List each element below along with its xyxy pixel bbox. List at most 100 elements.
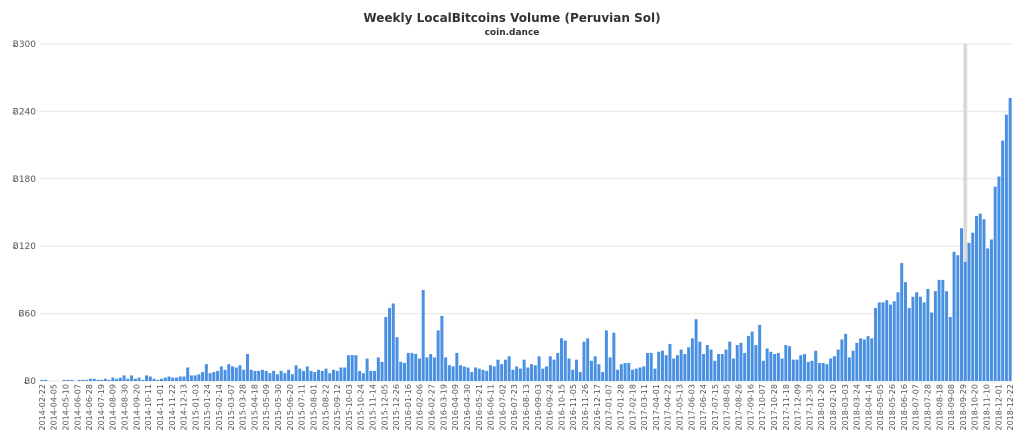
- bar[interactable]: [597, 364, 601, 381]
- bar[interactable]: [145, 375, 149, 381]
- bar[interactable]: [866, 336, 870, 381]
- bar[interactable]: [425, 357, 429, 381]
- bar[interactable]: [836, 349, 840, 381]
- bar[interactable]: [421, 290, 425, 381]
- bar[interactable]: [978, 213, 982, 381]
- bar[interactable]: [403, 363, 406, 381]
- bar[interactable]: [287, 369, 291, 381]
- bar[interactable]: [821, 363, 825, 381]
- bar[interactable]: [739, 342, 743, 381]
- bar[interactable]: [672, 358, 676, 381]
- bar[interactable]: [889, 304, 892, 381]
- bar[interactable]: [40, 379, 44, 381]
- bar[interactable]: [948, 316, 952, 381]
- bar[interactable]: [328, 373, 332, 381]
- bar[interactable]: [130, 375, 134, 381]
- bar[interactable]: [945, 291, 949, 381]
- bar[interactable]: [593, 356, 597, 381]
- bar[interactable]: [806, 361, 810, 381]
- bar[interactable]: [156, 379, 160, 381]
- bar[interactable]: [937, 279, 941, 381]
- bar[interactable]: [511, 369, 515, 381]
- bar[interactable]: [903, 282, 907, 381]
- bar[interactable]: [731, 358, 735, 381]
- bar[interactable]: [698, 341, 702, 381]
- bar[interactable]: [440, 315, 444, 381]
- bar[interactable]: [500, 364, 504, 381]
- bar[interactable]: [773, 354, 777, 381]
- bar[interactable]: [799, 355, 803, 381]
- bar[interactable]: [212, 372, 216, 381]
- bar[interactable]: [533, 365, 537, 381]
- bar[interactable]: [279, 370, 283, 381]
- bar[interactable]: [193, 375, 197, 381]
- bar[interactable]: [238, 365, 242, 381]
- bar[interactable]: [623, 363, 627, 381]
- bar[interactable]: [358, 370, 362, 381]
- bar[interactable]: [589, 360, 593, 381]
- bar[interactable]: [616, 369, 620, 381]
- bar[interactable]: [784, 345, 788, 381]
- bar[interactable]: [728, 341, 732, 381]
- bar[interactable]: [186, 367, 190, 381]
- bar[interactable]: [735, 345, 739, 381]
- bar[interactable]: [982, 219, 986, 381]
- bar[interactable]: [627, 363, 631, 381]
- bar[interactable]: [410, 352, 414, 381]
- bar[interactable]: [556, 352, 560, 381]
- bar[interactable]: [137, 377, 141, 381]
- bar[interactable]: [649, 352, 653, 381]
- bar[interactable]: [877, 302, 881, 381]
- bar[interactable]: [395, 337, 399, 381]
- bar[interactable]: [530, 364, 534, 381]
- bar[interactable]: [174, 377, 178, 381]
- bar[interactable]: [268, 373, 272, 381]
- bar[interactable]: [459, 365, 463, 381]
- bar[interactable]: [62, 379, 66, 381]
- bar[interactable]: [204, 364, 208, 381]
- bar[interactable]: [290, 374, 294, 381]
- bar[interactable]: [485, 370, 489, 381]
- bar[interactable]: [107, 379, 111, 381]
- bar[interactable]: [227, 364, 231, 381]
- bar[interactable]: [148, 376, 152, 381]
- bar[interactable]: [77, 379, 81, 381]
- bar[interactable]: [350, 355, 354, 381]
- bar[interactable]: [675, 355, 679, 381]
- bar[interactable]: [560, 338, 564, 381]
- bar[interactable]: [986, 248, 990, 381]
- bar[interactable]: [941, 279, 945, 381]
- bar[interactable]: [952, 251, 956, 381]
- bar[interactable]: [832, 356, 836, 381]
- bar[interactable]: [103, 378, 107, 381]
- bar[interactable]: [122, 375, 126, 381]
- bar[interactable]: [683, 354, 687, 381]
- bar[interactable]: [365, 358, 369, 381]
- bar[interactable]: [361, 373, 365, 381]
- bar[interactable]: [847, 357, 851, 381]
- bar[interactable]: [369, 370, 373, 381]
- bar[interactable]: [264, 370, 268, 381]
- bar[interactable]: [115, 378, 119, 381]
- bar[interactable]: [657, 351, 661, 381]
- bar[interactable]: [660, 350, 664, 381]
- bar[interactable]: [219, 366, 223, 381]
- bar[interactable]: [653, 368, 657, 381]
- bar[interactable]: [552, 359, 556, 381]
- bar[interactable]: [245, 354, 249, 381]
- bar[interactable]: [466, 367, 470, 381]
- bar[interactable]: [1008, 97, 1012, 382]
- bar[interactable]: [803, 354, 807, 381]
- bar[interactable]: [859, 338, 863, 381]
- bar[interactable]: [503, 359, 507, 381]
- bar[interactable]: [646, 352, 649, 381]
- bar[interactable]: [574, 359, 578, 381]
- bar[interactable]: [619, 364, 623, 381]
- bar[interactable]: [257, 370, 261, 381]
- bar[interactable]: [380, 361, 384, 381]
- bar[interactable]: [451, 366, 455, 381]
- bar[interactable]: [567, 358, 571, 381]
- bar[interactable]: [133, 378, 137, 381]
- bar[interactable]: [829, 358, 833, 381]
- bar[interactable]: [713, 360, 717, 381]
